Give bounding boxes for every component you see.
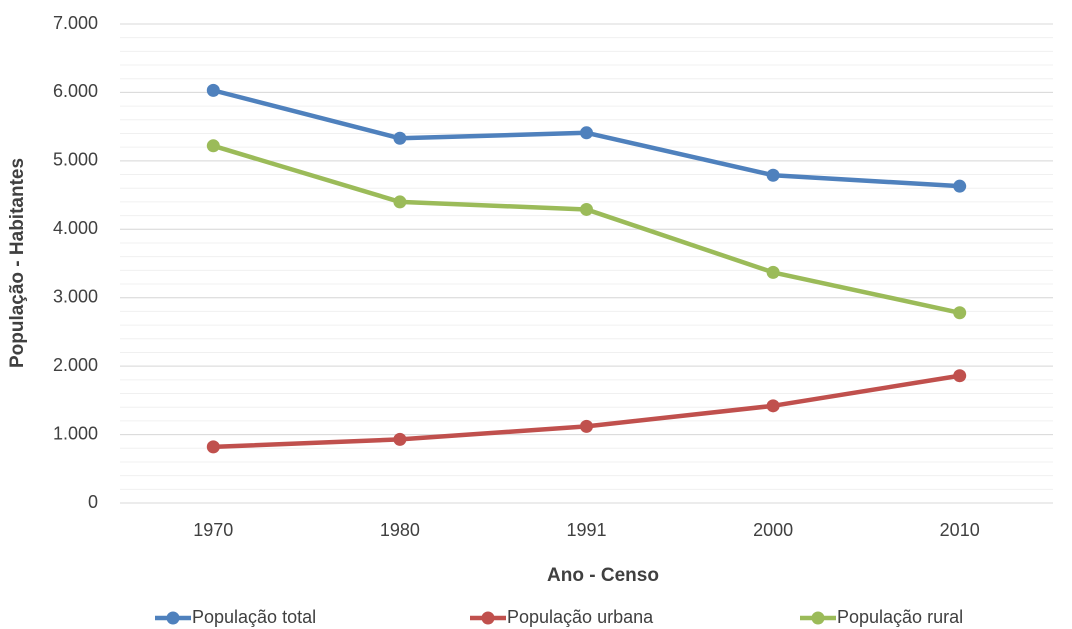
y-tick-label: 6.000 [53,81,98,101]
legend-marker [811,611,825,625]
point [953,179,967,193]
point [766,399,780,413]
y-axis-title: População - Habitantes [7,158,28,368]
point [766,265,780,279]
point [393,131,407,145]
legend-label: População rural [837,607,963,627]
legend-label: População total [192,607,316,627]
x-tick-label: 1970 [193,520,233,540]
x-tick-label: 1991 [566,520,606,540]
point [953,369,967,383]
y-tick-label: 0 [88,492,98,512]
point [206,83,220,97]
legend-marker [481,611,495,625]
legend-label: População urbana [507,607,654,627]
point [393,432,407,446]
series-line [213,373,961,450]
x-tick-label: 2000 [753,520,793,540]
point [580,126,593,140]
x-tick-label: 1980 [380,520,420,540]
y-tick-label: 3.000 [53,286,98,306]
y-tick-label: 1.000 [53,423,98,443]
y-tick-label: 7.000 [53,13,98,33]
point [206,139,220,153]
point [953,306,967,320]
y-tick-label: 4.000 [53,218,98,238]
x-tick-label: 2010 [940,520,980,540]
legend-marker [166,611,180,625]
point [393,195,407,209]
x-axis-title: Ano - Censo [547,565,659,586]
y-tick-label: 5.000 [53,150,98,170]
point [580,202,593,216]
y-tick-label: 2.000 [53,355,98,375]
point [580,419,593,433]
point [206,440,220,454]
point [766,168,780,182]
